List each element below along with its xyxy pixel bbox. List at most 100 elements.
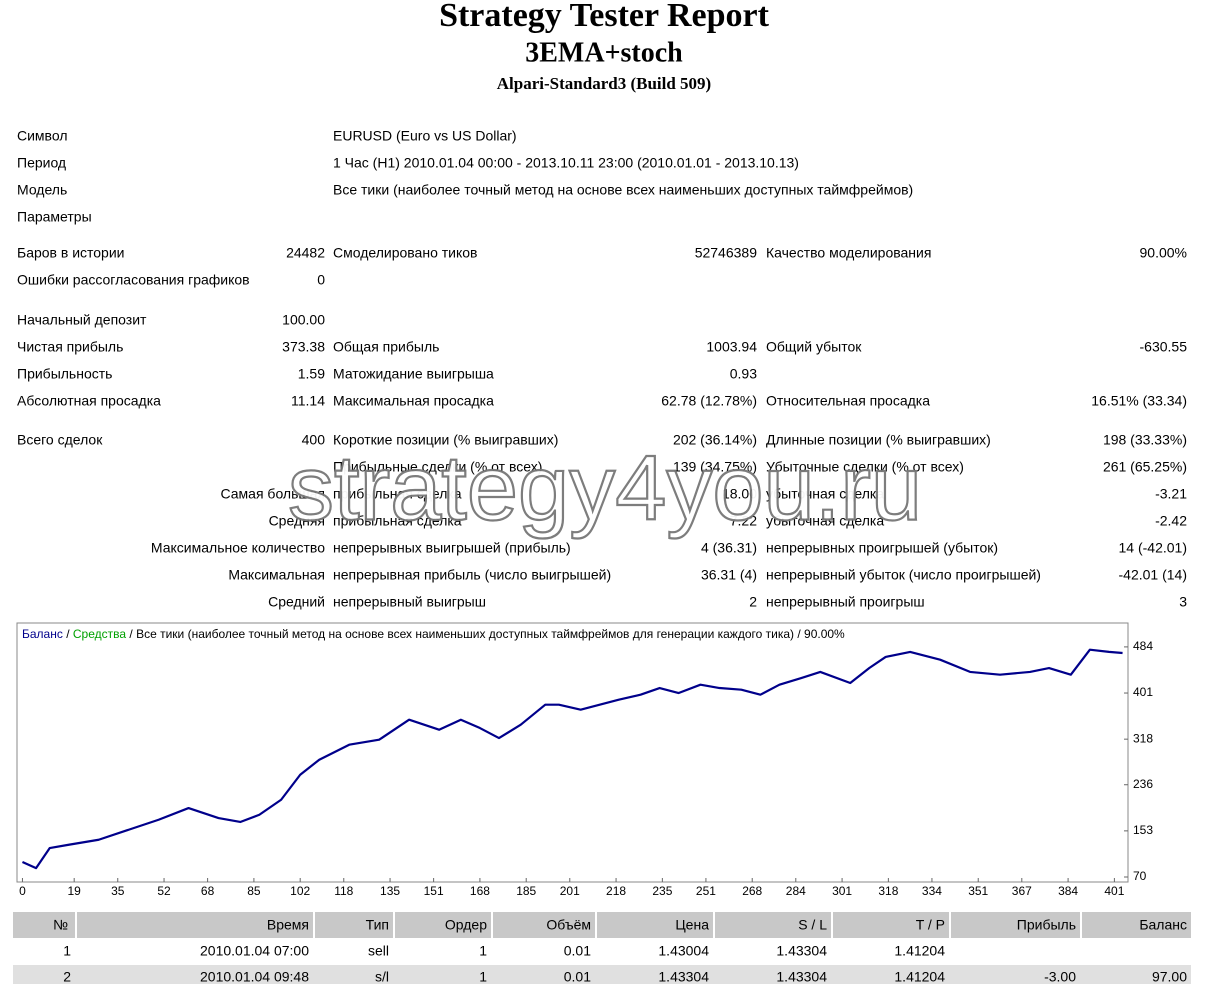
watermark: strategy4you.ru (288, 437, 922, 539)
summary-cell: 198 (33.33%) (1103, 432, 1187, 448)
x-tick-label: 68 (201, 884, 215, 898)
summary-cell: Самая большая (221, 486, 326, 502)
x-tick-label: 251 (696, 884, 716, 898)
strategy-name: 3EMA+stoch (525, 37, 683, 68)
header-label: T / P (916, 917, 945, 933)
summary-cell: 261 (65.25%) (1103, 459, 1187, 475)
summary-cell: -630.55 (1140, 339, 1188, 355)
server-name: Alpari-Standard3 (Build 509) (497, 74, 711, 93)
summary-cell: Модель (17, 182, 67, 198)
summary-cell: Прибыльность (17, 366, 112, 382)
x-tick-label: 168 (470, 884, 490, 898)
trade-cell: 2010.01.04 07:00 (200, 943, 309, 959)
trade-cell: 1.43304 (658, 969, 709, 984)
summary-cell: 100.00 (282, 312, 325, 328)
header-label: S / L (798, 917, 827, 933)
summary-cell: Всего сделок (17, 432, 103, 448)
summary-cell: Максимальная (228, 567, 325, 583)
x-tick-label: 52 (157, 884, 171, 898)
x-tick-label: 85 (247, 884, 261, 898)
trade-cell: 1.41204 (894, 969, 945, 984)
summary-cell: Средний (268, 594, 325, 610)
report-title: Strategy Tester Report (439, 0, 770, 34)
summary-cell: Ошибки рассогласования графиков (17, 272, 250, 288)
summary-cell: 2 (749, 594, 757, 610)
summary-cell: 52746389 (695, 245, 758, 261)
chart-subtitle: / Все тики (наиболее точный метод на осн… (129, 627, 845, 641)
summary-cell: Длинные позиции (% выигравших) (766, 432, 991, 448)
trade-cell: sell (368, 943, 389, 959)
trade-cell: 1.43304 (776, 943, 827, 959)
header-cell (315, 912, 393, 938)
summary-cell: прибыльная сделка (333, 486, 462, 502)
y-tick-label: 70 (1133, 869, 1147, 883)
summary-cell: 24482 (286, 245, 325, 261)
summary-cell: -42.01 (14) (1119, 567, 1187, 583)
x-tick-label: 102 (290, 884, 310, 898)
summary-cell: 14 (-42.01) (1119, 540, 1187, 556)
summary-cell: Качество моделирования (766, 245, 931, 261)
summary-cell: 400 (302, 432, 326, 448)
summary-cell: Короткие позиции (% выигравших) (333, 432, 558, 448)
x-tick-label: 185 (516, 884, 536, 898)
summary-cell: 373.38 (282, 339, 325, 355)
summary-cell: Относительная просадка (766, 393, 930, 409)
summary-table: Символ EURUSD (Euro vs US Dollar) Период 1 … (17, 128, 1187, 610)
summary-cell: 36.31 (4) (701, 567, 757, 583)
summary-cell: Символ (17, 128, 67, 144)
x-tick-label: 19 (68, 884, 82, 898)
summary-cell: непрерывных проигрышей (убыток) (766, 540, 998, 556)
x-tick-label: 201 (560, 884, 580, 898)
legend-balance: Баланс (22, 627, 63, 641)
summary-cell: 1.59 (298, 366, 325, 382)
summary-cell: Убыточные сделки (% от всех) (766, 459, 964, 475)
x-tick-label: 35 (111, 884, 125, 898)
summary-cell: Параметры (17, 209, 92, 225)
summary-cell: Начальный депозит (17, 312, 147, 328)
summary-cell: 3 (1179, 594, 1187, 610)
header-cell (13, 912, 75, 938)
summary-cell: непрерывная прибыль (число выигрышей) (333, 567, 611, 583)
summary-cell: 0 (317, 272, 325, 288)
summary-cell: 11.14 (291, 393, 325, 409)
x-tick-label: 218 (606, 884, 626, 898)
summary-cell: Абсолютная просадка (17, 393, 161, 409)
trade-cell: 2 (63, 969, 71, 984)
summary-cell: непрерывный проигрыш (766, 594, 925, 610)
x-tick-label: 401 (1104, 884, 1124, 898)
x-tick-label: 318 (878, 884, 898, 898)
trade-cell: 1 (479, 969, 487, 984)
summary-cell: убыточная сделка (766, 486, 884, 502)
summary-cell: 139 (34.75%) (673, 459, 757, 475)
row-background (13, 965, 1191, 984)
header-label: Время (267, 917, 309, 933)
trade-cell: 1.43304 (776, 969, 827, 984)
trade-cell: 97.00 (1152, 969, 1187, 984)
x-tick-label: 235 (652, 884, 672, 898)
trade-cell: 2010.01.04 09:48 (200, 969, 309, 984)
x-tick-label: 351 (968, 884, 988, 898)
x-tick-label: 268 (742, 884, 762, 898)
summary-cell: Максимальное количество (151, 540, 325, 556)
summary-cell: -2.42 (1155, 513, 1187, 529)
header-cell (77, 912, 313, 938)
header-label: № (53, 917, 68, 933)
balance-line (21, 648, 1123, 870)
header-cell (951, 912, 1080, 938)
summary-cell: 1 Час (H1) 2010.01.04 00:00 - 2013.10.11… (333, 155, 799, 171)
header-label: Тип (366, 917, 389, 933)
x-tick-label: 135 (380, 884, 400, 898)
header-cell (1082, 912, 1191, 938)
legend-separator: / (66, 627, 70, 641)
x-tick-label: 0 (19, 884, 26, 898)
summary-cell: Матожидание выигрыша (333, 366, 494, 382)
trade-cell: 1 (479, 943, 487, 959)
trade-cell: 1.43004 (658, 943, 709, 959)
x-tick-label: 151 (424, 884, 444, 898)
trade-cell: -3.00 (1044, 969, 1076, 984)
balance-chart: Баланс / Средства / Все тики (наиболее т… (16, 622, 1153, 898)
summary-cell: Прибыльные сделки (% от всех) (333, 459, 542, 475)
summary-cell: Общая прибыль (333, 339, 439, 355)
x-tick-label: 284 (786, 884, 806, 898)
